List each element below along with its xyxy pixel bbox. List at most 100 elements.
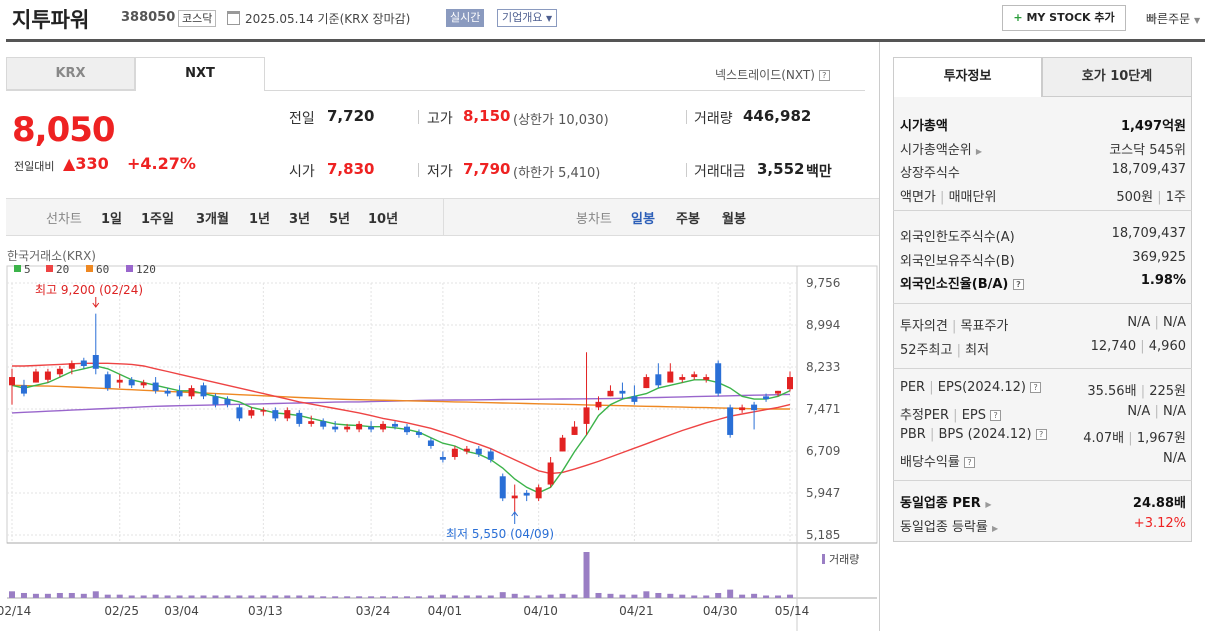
separator: | bbox=[929, 380, 934, 395]
period-5y[interactable]: 5년 bbox=[329, 212, 351, 227]
candle-body bbox=[715, 363, 722, 394]
candle-body bbox=[439, 456, 446, 460]
period-1y[interactable]: 1년 bbox=[249, 212, 271, 227]
candle-body bbox=[415, 432, 422, 435]
candle-body bbox=[679, 377, 686, 380]
low-label: 저가 bbox=[427, 164, 453, 180]
candle-body bbox=[691, 374, 698, 378]
realtime-button[interactable]: 실시간 bbox=[446, 9, 485, 27]
arrow-right-icon[interactable]: ▶ bbox=[975, 146, 983, 156]
candle-body bbox=[595, 401, 602, 408]
period-3y[interactable]: 3년 bbox=[289, 212, 311, 227]
candle-body bbox=[655, 374, 662, 386]
volume-bar bbox=[535, 595, 542, 598]
help-icon[interactable]: ? bbox=[1035, 429, 1047, 440]
info-row: 시가총액순위 ▶ 코스닥 545위 bbox=[900, 139, 1186, 161]
candle-body bbox=[619, 390, 626, 394]
quick-order-button[interactable]: 빠른주문 ▼ bbox=[1146, 10, 1200, 27]
info-key: PBR bbox=[900, 427, 926, 442]
x-tick-label: 04/01 bbox=[428, 604, 463, 618]
x-tick-label: 05/14 bbox=[775, 604, 810, 618]
info-value: N/A bbox=[1127, 403, 1151, 419]
x-tick-label: 03/04 bbox=[164, 604, 199, 618]
info-value-group: 369,925 bbox=[1132, 250, 1186, 265]
open-label: 시가 bbox=[289, 164, 315, 180]
arrow-right-icon[interactable]: ▶ bbox=[992, 523, 999, 533]
company-overview-dropdown[interactable]: 기업개요 ▼ bbox=[497, 9, 558, 27]
info-key-group: 배당수익률 ? bbox=[900, 451, 975, 470]
candle-body bbox=[116, 379, 123, 383]
separator bbox=[418, 110, 419, 124]
candle-body bbox=[763, 396, 770, 400]
candle-body bbox=[20, 385, 27, 394]
candle-body bbox=[523, 492, 530, 496]
tab-nxt[interactable]: NXT bbox=[135, 57, 265, 91]
low-arrow-icon bbox=[511, 511, 519, 524]
info-value: N/A bbox=[1163, 450, 1186, 466]
x-tick-label: 04/10 bbox=[523, 604, 558, 618]
chevron-down-icon: ▼ bbox=[545, 14, 553, 23]
y-tick-label: 7,471 bbox=[806, 402, 840, 416]
period-1w[interactable]: 1주일 bbox=[141, 212, 174, 227]
candle-body bbox=[224, 399, 231, 405]
volume-bar bbox=[9, 591, 15, 598]
help-icon[interactable]: ? bbox=[1012, 279, 1024, 290]
line-chart-title: 선차트 bbox=[46, 212, 82, 227]
high-value: 8,150 bbox=[463, 107, 511, 125]
high-arrow-icon bbox=[92, 297, 100, 308]
info-key-group: 투자의견 | 목표주가 bbox=[900, 315, 1008, 334]
info-key: 액면가 bbox=[900, 189, 936, 205]
info-key: 동일업종 PER bbox=[900, 496, 981, 511]
candle-body bbox=[571, 426, 578, 435]
period-1d[interactable]: 1일 bbox=[101, 212, 123, 227]
ma60-line bbox=[11, 384, 790, 410]
volume-bar bbox=[415, 596, 422, 598]
period-10y[interactable]: 10년 bbox=[368, 212, 399, 227]
candle-body bbox=[356, 423, 363, 430]
volume-bar bbox=[92, 591, 99, 598]
mystock-add-button[interactable]: + MY STOCK 추가 bbox=[1002, 5, 1126, 31]
candle-body bbox=[511, 495, 518, 499]
candle-daily[interactable]: 일봉 bbox=[631, 212, 655, 227]
candle-body bbox=[68, 363, 75, 369]
volume-bar bbox=[739, 594, 746, 598]
tab-investment-info[interactable]: 투자정보 bbox=[893, 57, 1042, 97]
volume-bar bbox=[511, 593, 518, 598]
period-3m[interactable]: 3개월 bbox=[196, 212, 229, 227]
volume-bar bbox=[296, 595, 303, 598]
volume-bar bbox=[56, 592, 63, 598]
candle-monthly[interactable]: 월봉 bbox=[722, 212, 746, 227]
amount-value: 3,552 bbox=[757, 160, 805, 178]
candle-body bbox=[643, 377, 650, 389]
volume-bar bbox=[727, 589, 734, 598]
help-icon[interactable]: ? bbox=[1030, 382, 1042, 393]
volume-bar bbox=[475, 595, 482, 598]
info-key: PER bbox=[900, 380, 926, 395]
arrow-right-icon[interactable]: ▶ bbox=[985, 500, 992, 509]
volume-bar bbox=[523, 595, 530, 598]
volume-bar bbox=[176, 595, 183, 598]
candle-body bbox=[128, 379, 135, 386]
market-badge: 코스닥 bbox=[178, 10, 217, 27]
help-icon[interactable]: ? bbox=[990, 409, 1002, 421]
tab-order-book[interactable]: 호가 10단계 bbox=[1042, 57, 1192, 97]
volume-bar bbox=[320, 596, 327, 598]
volume-bar bbox=[212, 595, 219, 598]
price-chart[interactable]: 9,756 8,994 8,233 7,471 6,709 5,947 5,185 02/14… bbox=[0, 244, 878, 631]
volume-bar bbox=[80, 593, 87, 598]
info-value: 1.98% bbox=[1140, 273, 1186, 288]
panel-divider bbox=[879, 42, 880, 631]
candle-weekly[interactable]: 주봉 bbox=[676, 212, 700, 227]
info-row: 시가총액 1,497억원 bbox=[900, 115, 1186, 137]
help-icon[interactable]: ? bbox=[818, 70, 830, 81]
candle-body bbox=[188, 388, 195, 397]
candle-body bbox=[176, 390, 183, 397]
amount-label: 거래대금 bbox=[694, 164, 746, 180]
tab-krx[interactable]: KRX bbox=[6, 57, 135, 90]
volume-bar bbox=[559, 593, 566, 598]
help-icon[interactable]: ? bbox=[963, 456, 975, 468]
nextrade-link[interactable]: 넥스트레이드(NXT) ? bbox=[715, 66, 830, 83]
volume-value: 446,982 bbox=[743, 107, 812, 125]
legend-swatch bbox=[86, 265, 93, 272]
candle-body bbox=[451, 448, 458, 457]
